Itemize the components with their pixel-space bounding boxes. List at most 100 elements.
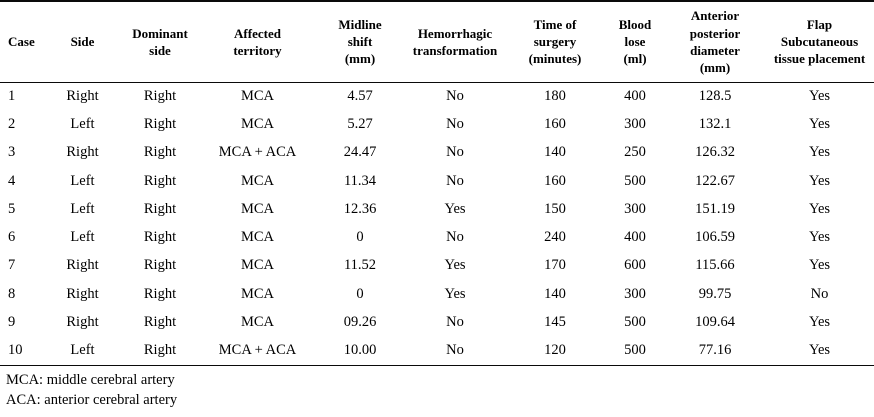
table-row: 1 Right Right MCA 4.57 No 180 400 128.5 Yes [0, 82, 874, 110]
column-header: Anterior posterior diameter (mm) [665, 1, 765, 83]
table-cell: 99.75 [698, 285, 732, 302]
column-header: Hemorrhagic transformation [405, 1, 505, 83]
table-cell: Yes [444, 285, 466, 302]
table-cell: No [446, 342, 464, 359]
table-row: 8 Right Right MCA 0 Yes 140 300 99.75 No [0, 280, 874, 308]
table-cell: 300 [624, 285, 646, 302]
table-cell: Left [70, 342, 95, 359]
table-cell: Yes [808, 87, 831, 104]
table-cell: Left [70, 172, 95, 189]
table-cell: 600 [624, 257, 646, 274]
table-cell: 250 [624, 144, 646, 161]
table-cell: Right [143, 314, 177, 331]
table-cell: Yes [808, 115, 831, 132]
column-header: Midline shift (mm) [315, 1, 405, 83]
table-cell: MCA [240, 229, 275, 246]
table-cell: 500 [624, 342, 646, 359]
table-cell: Yes [808, 314, 831, 331]
table-cell: 150 [544, 200, 566, 217]
table-cell: Yes [808, 229, 831, 246]
footnote-mca: MCA: middle cerebral artery [6, 371, 175, 388]
cases-table: Case Side Dominant side Affected territory M… [0, 0, 874, 365]
table-cell: 120 [544, 342, 566, 359]
table-cell: 140 [544, 285, 566, 302]
column-header: Dominant side [120, 1, 200, 83]
table-row: 5 Left Right MCA 12.36 Yes 150 300 151.19 Yes [0, 195, 874, 223]
table-cell: Right [143, 285, 177, 302]
column-header: Case [0, 1, 45, 83]
table-cell: 109.64 [695, 314, 735, 331]
table-cell: Right [66, 87, 99, 104]
table-cell: 122.67 [695, 172, 735, 189]
table-cell: 180 [544, 87, 566, 104]
table-cell: 160 [544, 172, 566, 189]
table-cell: No [810, 285, 829, 302]
table-cell: No [446, 144, 464, 161]
column-header: Blood lose (ml) [605, 1, 665, 83]
table-cell: 0 [356, 285, 364, 302]
table-cell: MCA + ACA [218, 144, 297, 161]
table-cell: 128.5 [698, 87, 732, 104]
table-body: 1 Right Right MCA 4.57 No 180 400 128.5 Yes 2 Left R… [0, 82, 874, 365]
table-cell: Yes [444, 200, 466, 217]
table-cell: 300 [624, 200, 646, 217]
table-cell: 126.32 [695, 144, 735, 161]
table-cell: 0 [356, 229, 364, 246]
table-cell: 7 [8, 257, 16, 274]
table-cell: 240 [544, 229, 566, 246]
column-header: Affected territory [200, 1, 315, 83]
table-row: 7 Right Right MCA 11.52 Yes 170 600 115.66 Yes [0, 252, 874, 280]
table-cell: 3 [8, 144, 16, 161]
table-cell: MCA [240, 314, 275, 331]
table-cell: 106.59 [695, 229, 735, 246]
table-row: 6 Left Right MCA 0 No 240 400 106.59 Yes [0, 223, 874, 251]
table-cell: 2 [8, 115, 16, 132]
table-cell: Right [66, 257, 99, 274]
table-cell: Left [70, 229, 95, 246]
table-cell: Yes [808, 172, 831, 189]
table-cell: 4.57 [347, 87, 373, 104]
table-cell: MCA [240, 172, 275, 189]
column-header: Side [45, 1, 120, 83]
table-cell: Yes [808, 342, 831, 359]
table-cell: 9 [8, 314, 16, 331]
table-cell: No [446, 115, 464, 132]
table-cell: MCA [240, 200, 275, 217]
table-row: 2 Left Right MCA 5.27 No 160 300 132.1 Yes [0, 110, 874, 138]
table-cell: 8 [8, 285, 16, 302]
table-cell: 10 [8, 342, 23, 359]
table-cell: Left [70, 200, 95, 217]
footnote-aca: ACA: anterior cerebral artery [6, 391, 178, 408]
table-cell: 400 [624, 229, 646, 246]
table-header: Case Side Dominant side Affected territory M… [0, 1, 874, 83]
table-cell: 09.26 [343, 314, 377, 331]
table-footnotes: MCA: middle cerebral artery ACA: anterio… [0, 364, 874, 410]
table-cell: No [446, 87, 464, 104]
table-cell: Right [143, 342, 177, 359]
table-cell: Right [143, 144, 177, 161]
table-cell: 5.27 [347, 115, 373, 132]
table-cell: 140 [544, 144, 566, 161]
table-cell: Left [70, 115, 95, 132]
table-cell: 10.00 [343, 342, 377, 359]
table-cell: No [446, 229, 464, 246]
table-cell: 170 [544, 257, 566, 274]
table-cell: 151.19 [695, 200, 735, 217]
table-header-row: Case Side Dominant side Affected territory M… [0, 1, 874, 83]
table-cell: Yes [808, 257, 831, 274]
table-cell: 1 [8, 87, 16, 104]
table-cell: 160 [544, 115, 566, 132]
table-cell: MCA [240, 285, 275, 302]
column-header: Time of surgery (minutes) [505, 1, 605, 83]
table-row: 4 Left Right MCA 11.34 No 160 500 122.67 Yes [0, 167, 874, 195]
table-cell: 11.52 [343, 257, 377, 274]
table-cell: 115.66 [695, 257, 735, 274]
table-cell: MCA [240, 257, 275, 274]
table-cell: Yes [808, 200, 831, 217]
table-row: 3 Right Right MCA + ACA 24.47 No 140 250 126.32 Y… [0, 139, 874, 167]
table-cell: 11.34 [343, 172, 377, 189]
table-cell: 4 [8, 172, 16, 189]
table-row: 9 Right Right MCA 09.26 No 145 500 109.64 Yes [0, 308, 874, 336]
table-cell: Right [143, 257, 177, 274]
